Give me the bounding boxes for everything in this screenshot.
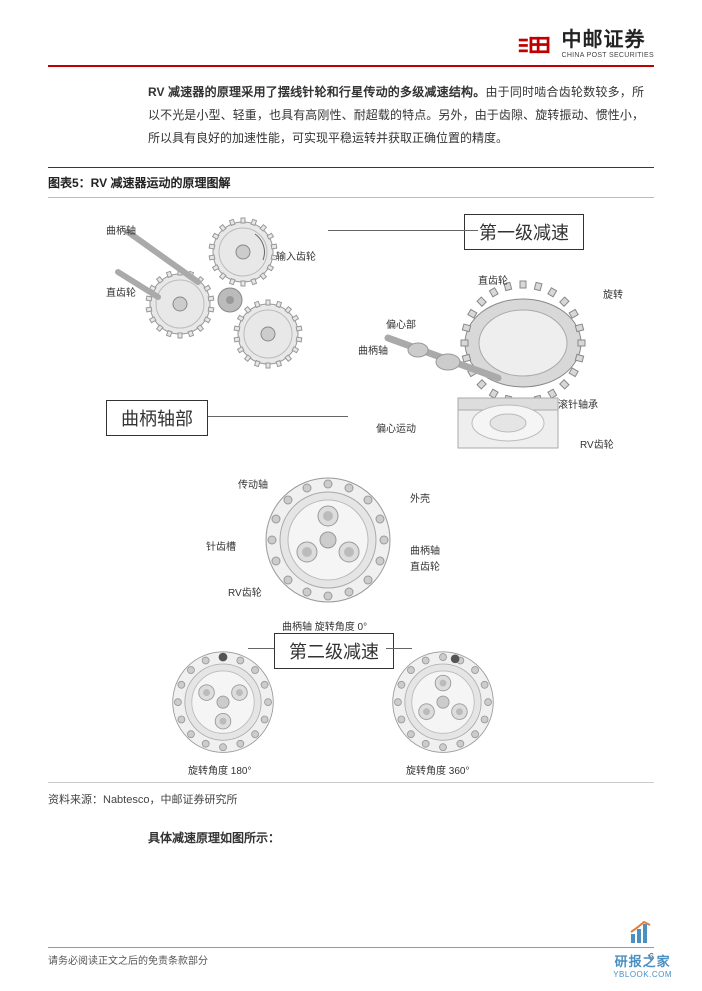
callout-rv-r: RV齿轮 [580, 436, 614, 451]
gear-cluster-4 [148, 638, 298, 768]
figure-source: 资料来源：Nabtesco，中邮证券研究所 [48, 782, 654, 807]
logo-icon [517, 31, 553, 59]
page-footer: 请务必阅读正文之后的免责条款部分 6 [48, 947, 654, 967]
callout-needle: 滚针轴承 [558, 396, 598, 411]
page-header: 中邮证券 CHINA POST SECURITIES [48, 30, 654, 67]
company-logo: 中邮证券 CHINA POST SECURITIES [517, 30, 654, 59]
callout-spur-c: 直齿轮 [410, 558, 440, 573]
crankshaft-label-box: 曲柄轴部 [106, 400, 208, 436]
footer-left: 请务必阅读正文之后的免责条款部分 [48, 952, 208, 967]
callout-spur-r: 直齿轮 [478, 272, 508, 287]
callout-spur-l: 直齿轮 [106, 284, 136, 299]
watermark-icon [628, 920, 658, 946]
callout-pin-groove: 针齿槽 [206, 538, 236, 553]
callout-eccentric: 偏心部 [386, 316, 416, 331]
closing-text: 具体减速原理如图所示： [148, 829, 654, 846]
callout-ecc-motion: 偏心运动 [376, 420, 416, 435]
callout-rotation: 旋转 [603, 286, 623, 301]
gear-cluster-5 [368, 638, 518, 768]
gear-cluster-3 [248, 468, 408, 618]
callout-drive-shaft: 传动轴 [238, 476, 268, 491]
logo-cn-text: 中邮证券 [561, 30, 654, 50]
callout-input-gear: 输入齿轮 [276, 248, 316, 263]
page: 中邮证券 CHINA POST SECURITIES RV 减速器的原理采用了摆… [0, 0, 702, 991]
watermark-en: YBLOOK.COM [613, 970, 672, 979]
diagram: 第一级减速 [48, 208, 654, 768]
callout-crankshaft-c: 曲柄轴 [410, 542, 440, 557]
intro-bold: RV 减速器的原理采用了摆线针轮和行星传动的多级减速结构。 [148, 85, 485, 99]
callout-rv-l: RV齿轮 [228, 584, 262, 599]
logo-en-text: CHINA POST SECURITIES [561, 52, 654, 59]
stage1-label-box: 第一级减速 [464, 214, 584, 250]
callout-crankshaft-l: 曲柄轴 [106, 222, 136, 237]
intro-paragraph: RV 减速器的原理采用了摆线针轮和行星传动的多级减速结构。由于同时啮合齿轮数较多… [148, 81, 644, 149]
callout-crankshaft-m: 曲柄轴 [358, 342, 388, 357]
figure-title: 图表5：RV 减速器运动的原理图解 [48, 167, 654, 198]
callout-angle-180: 旋转角度 180° [188, 762, 251, 777]
callout-angle-360: 旋转角度 360° [406, 762, 469, 777]
watermark: 研报之家 YBLOOK.COM [613, 920, 672, 979]
callout-shell: 外壳 [410, 490, 430, 505]
watermark-cn: 研报之家 [613, 951, 672, 970]
callout-angle-0: 曲柄轴 旋转角度 0° [282, 618, 367, 633]
